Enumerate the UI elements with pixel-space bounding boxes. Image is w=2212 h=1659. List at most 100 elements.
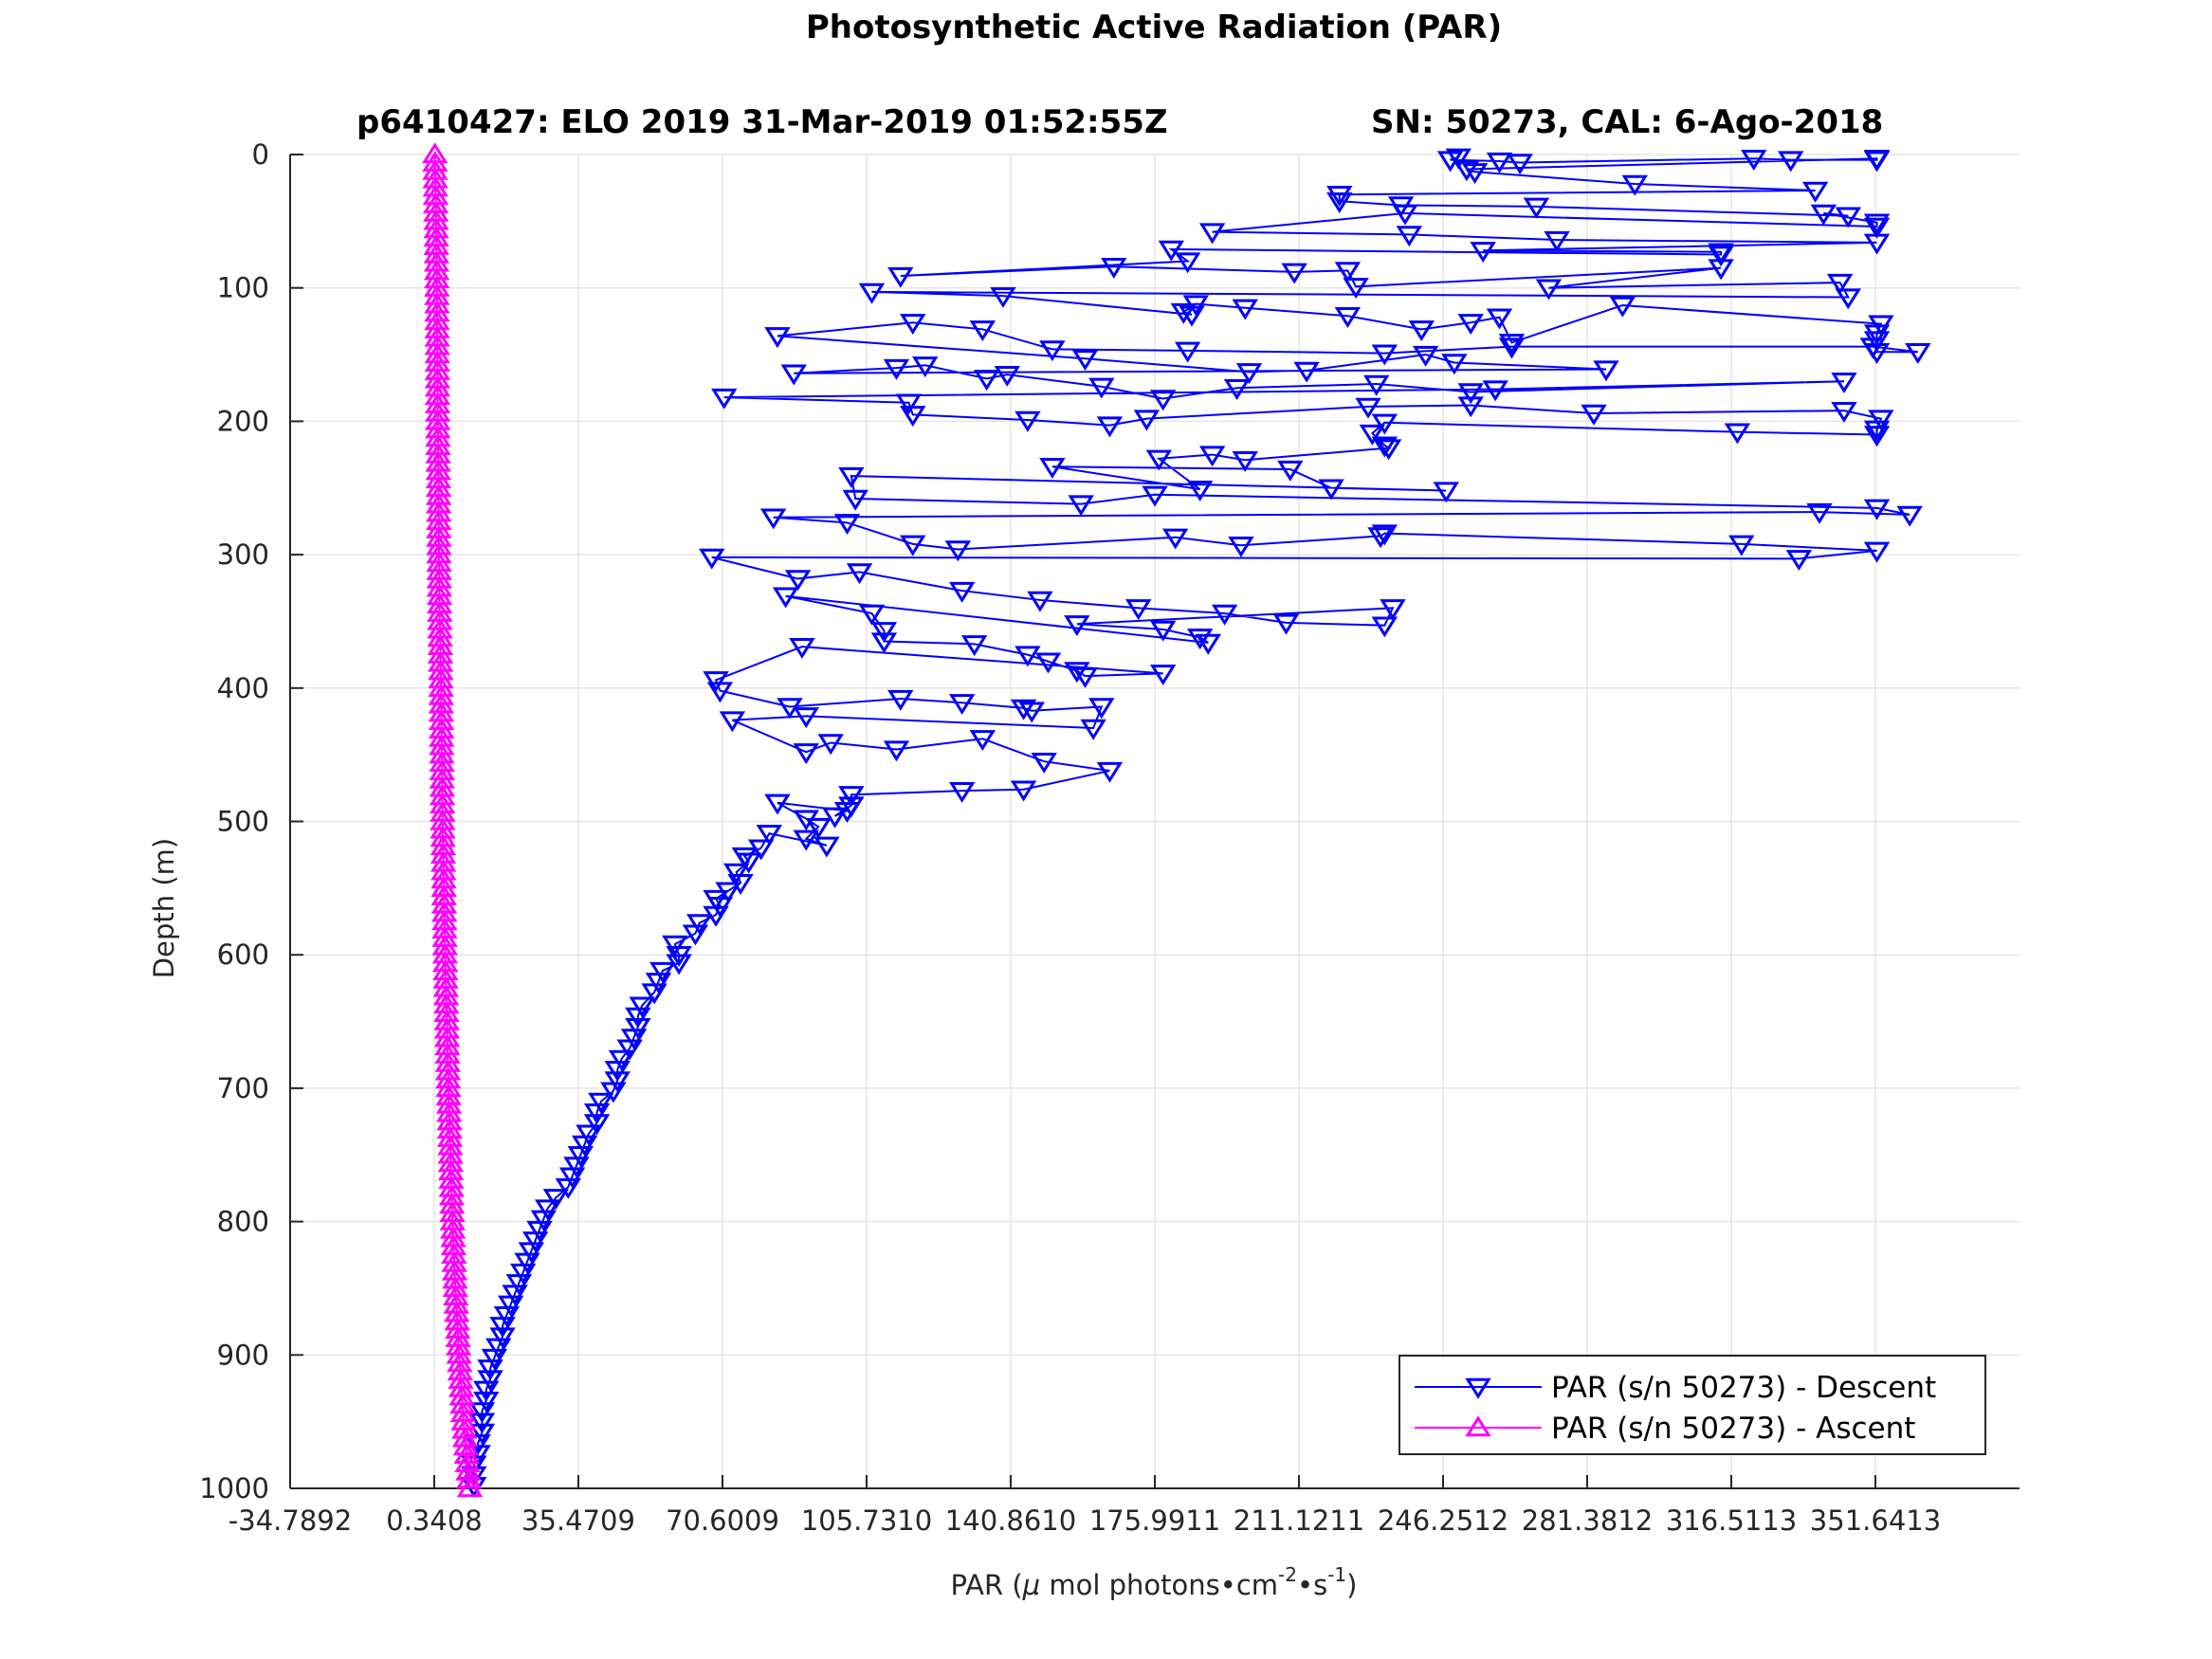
descent-point-marker <box>1149 620 1177 642</box>
x-tick-label: 211.1211 <box>1234 1504 1364 1537</box>
descent-point-marker <box>1457 383 1484 405</box>
descent-point-marker <box>1831 401 1857 423</box>
descent-point-marker <box>900 535 926 556</box>
y-tick-label: 700 <box>217 1072 269 1104</box>
descent-point-marker <box>1741 150 1767 171</box>
descent-point-marker <box>1708 246 1734 267</box>
descent-point-marker <box>723 863 750 884</box>
descent-point-marker <box>625 1017 651 1039</box>
descent-point-marker <box>1371 616 1398 638</box>
descent-point-marker <box>625 1007 651 1029</box>
descent-point-marker <box>465 1433 491 1455</box>
descent-point-marker <box>641 983 667 1005</box>
descent-point-marker <box>477 1359 503 1381</box>
descent-point-marker <box>604 1061 631 1082</box>
descent-point-marker <box>1863 233 1891 255</box>
descent-point-marker <box>1777 151 1804 173</box>
descent-point-marker <box>883 740 910 762</box>
x-label-cm: cm <box>1236 1569 1278 1601</box>
descent-point-marker <box>616 1039 643 1061</box>
descent-point-marker <box>662 935 688 957</box>
descent-point-marker <box>530 1210 558 1231</box>
descent-point-marker <box>1371 413 1398 435</box>
descent-point-marker <box>1523 197 1550 219</box>
descent-point-marker <box>1355 397 1381 419</box>
descent-point-marker <box>838 786 865 808</box>
x-label-exp-1: -2 <box>1278 1563 1297 1586</box>
descent-point-marker <box>1228 537 1254 557</box>
descent-point-marker <box>1863 541 1891 563</box>
y-tick-label: 100 <box>217 272 269 304</box>
descent-point-marker <box>944 540 972 562</box>
descent-point-marker <box>1015 646 1041 667</box>
series-descent <box>461 148 1931 1498</box>
y-tick-label: 400 <box>217 672 269 704</box>
descent-point-marker <box>948 694 976 716</box>
x-label-exp-2: -1 <box>1327 1563 1346 1586</box>
descent-point-marker <box>1027 591 1053 612</box>
descent-point-marker <box>1133 410 1161 431</box>
descent-point-marker <box>1101 257 1127 279</box>
descent-point-marker <box>1708 259 1734 281</box>
descent-point-marker <box>793 830 819 851</box>
descent-point-marker <box>1170 302 1197 324</box>
descent-point-marker <box>1334 262 1362 283</box>
descent-point-marker <box>1392 204 1418 226</box>
descent-point-marker <box>784 570 812 592</box>
descent-point-marker <box>846 563 873 585</box>
descent-point-marker <box>1835 207 1861 228</box>
y-tick-label: 500 <box>217 806 269 838</box>
descent-point-marker <box>485 1338 512 1359</box>
descent-point-marker <box>1039 340 1066 362</box>
descent-point-marker <box>838 466 865 488</box>
descent-point-marker <box>473 1391 500 1413</box>
descent-point-marker <box>1343 278 1369 300</box>
descent-point-marker <box>1096 416 1124 438</box>
descent-point-marker <box>1068 495 1094 517</box>
descent-point-marker <box>1186 629 1214 650</box>
descent-point-marker <box>1380 599 1406 621</box>
descent-point-marker <box>1801 181 1829 203</box>
y-tick-label: 300 <box>217 538 269 571</box>
descent-point-marker <box>1318 479 1344 501</box>
descent-point-marker <box>1088 698 1115 720</box>
x-label-s: s <box>1313 1569 1327 1601</box>
descent-point-marker <box>1470 242 1496 264</box>
descent-point-marker <box>555 1177 582 1199</box>
x-tick-label: 70.6009 <box>666 1504 779 1537</box>
descent-point-marker <box>1272 613 1300 635</box>
descent-point-marker <box>1863 324 1891 346</box>
descent-point-marker <box>1826 273 1854 295</box>
x-tick-label: 175.9911 <box>1089 1504 1220 1537</box>
descent-point-marker <box>473 1380 500 1402</box>
y-tick-label: 600 <box>217 939 269 971</box>
descent-point-marker <box>1071 350 1099 372</box>
descent-point-marker <box>468 1423 496 1445</box>
descent-point-marker <box>1457 314 1484 336</box>
descent-point-marker <box>764 793 791 815</box>
legend-ascent-marker <box>1465 1415 1491 1437</box>
x-tick-label: -34.7892 <box>229 1504 352 1537</box>
descent-point-marker <box>883 358 910 380</box>
descent-point-marker <box>1142 485 1168 507</box>
descent-point-marker <box>567 1146 594 1167</box>
descent-point-marker <box>1367 527 1394 549</box>
descent-point-marker <box>1277 460 1304 482</box>
descent-point-marker <box>505 1274 533 1296</box>
descent-point-marker <box>969 320 996 342</box>
descent-point-marker <box>1034 652 1062 674</box>
descent-point-marker <box>1863 499 1891 520</box>
descent-point-marker <box>1359 424 1386 446</box>
descent-point-marker <box>608 1049 635 1071</box>
descent-point-marker <box>887 266 914 288</box>
descent-point-marker <box>1486 308 1513 330</box>
legend-descent-label: PAR (s/n 50273) - Descent <box>1551 1371 1936 1405</box>
descent-point-marker <box>1609 296 1636 318</box>
descent-point-marker <box>912 356 939 378</box>
descent-point-marker <box>821 807 849 829</box>
descent-point-marker <box>1412 345 1439 367</box>
descent-point-marker <box>1621 174 1648 196</box>
descent-point-marker <box>1408 320 1435 342</box>
descent-point-marker <box>1863 217 1891 239</box>
